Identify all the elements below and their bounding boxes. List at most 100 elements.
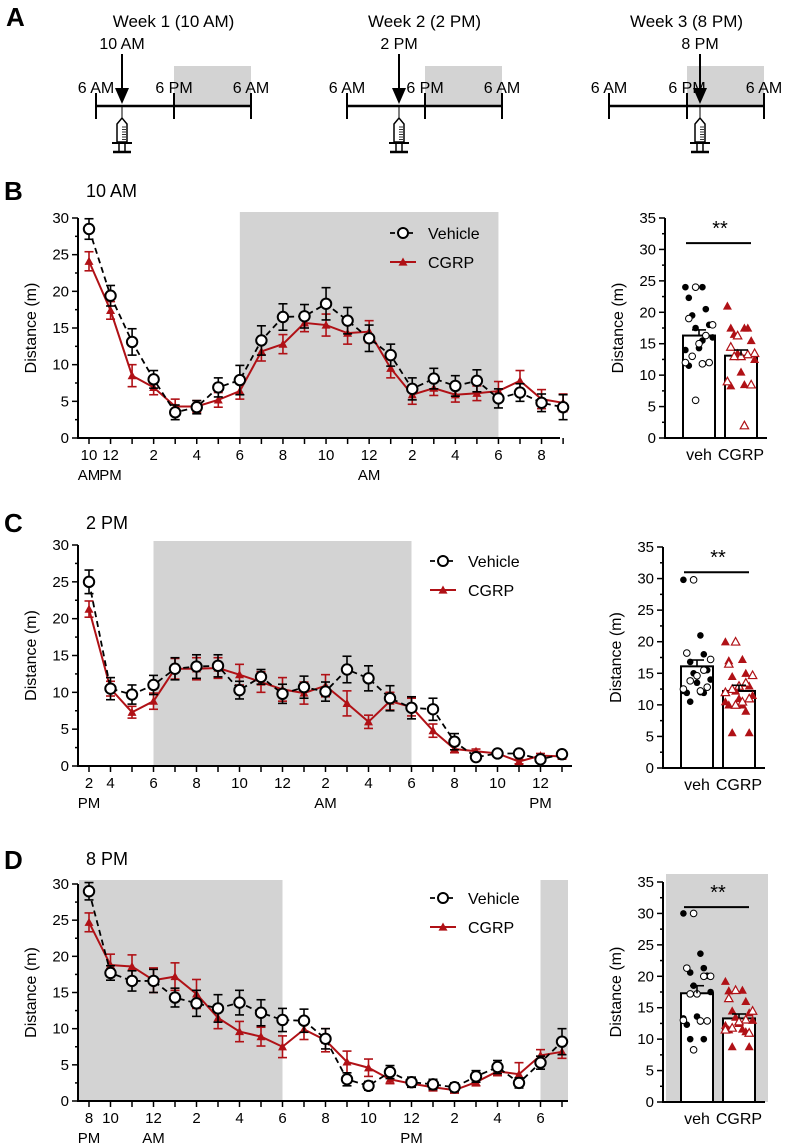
data-point-cgrp (514, 1069, 524, 1078)
data-point-vehicle (298, 310, 311, 323)
timeline-title: Week 1 (10 AM) (113, 12, 235, 31)
injection-arrowhead-icon (392, 88, 406, 104)
data-point-vehicle (448, 735, 461, 748)
timeline-tick-label: 6 AM (78, 80, 114, 97)
bar-veh (680, 992, 714, 1103)
data-point-filled (680, 576, 687, 584)
x-tick-label: 4 (451, 447, 459, 464)
y-tick-label: 25 (637, 937, 654, 954)
data-point-cgrp (84, 256, 94, 265)
x-tick-label: 6 (407, 775, 415, 792)
y-tick-label: 20 (52, 283, 69, 300)
data-point-vehicle (168, 662, 182, 675)
x-tick-sublabel: PM (529, 795, 552, 812)
x-tick-label: 8 (450, 775, 458, 792)
legend-cgrp-label: CGRP (468, 920, 514, 937)
panel-label-b: B (4, 176, 23, 206)
y-tick-label: 30 (52, 210, 69, 227)
data-point-open (691, 283, 700, 291)
data-point-cgrp (364, 1063, 373, 1072)
x-tick-label: 12 (532, 775, 549, 792)
y-tick-label: 25 (52, 247, 69, 264)
x-tick-sublabel: AM (358, 467, 381, 484)
panel-d-title: 8 PM (86, 849, 129, 869)
data-point-open (720, 686, 731, 697)
syringe-barrel (694, 116, 706, 143)
data-point-vehicle (340, 1073, 354, 1086)
legend-cgrp-marker (398, 257, 408, 266)
data-point-filled (680, 910, 687, 917)
data-point-vehicle (534, 753, 547, 766)
y-tick-label: 30 (637, 571, 654, 588)
data-point-cgrp (235, 670, 244, 679)
y-tick-label: 25 (639, 273, 656, 290)
data-point-cgrp (515, 376, 525, 385)
data-point-filled (682, 346, 689, 354)
x-tick-label: 12 (403, 1110, 420, 1127)
panel-label-d: D (4, 845, 23, 875)
data-point-open (747, 669, 758, 680)
data-point-vehicle (233, 996, 246, 1009)
data-point-open (730, 699, 741, 709)
data-point-open (695, 339, 703, 348)
data-point-vehicle (190, 660, 203, 673)
data-point-vehicle (469, 750, 483, 764)
x-tick-label: 10 (81, 447, 98, 464)
data-point-filled (737, 985, 747, 994)
data-point-vehicle (255, 334, 268, 347)
y-tick-label: 25 (52, 574, 69, 591)
x-tick-label: 4 (106, 775, 114, 792)
data-point-open (728, 350, 740, 361)
data-point-open (689, 909, 698, 918)
panel-c-title: 2 PM (86, 513, 129, 533)
x-tick-label: 4 (193, 447, 201, 464)
data-point-filled (686, 698, 694, 705)
data-point-cgrp (127, 371, 137, 380)
x-tick-label: 8 (85, 1110, 93, 1127)
x-tick-sublabel: AM (142, 1130, 165, 1147)
x-tick-label: 12 (145, 1110, 162, 1127)
data-point-vehicle (276, 687, 289, 701)
syringe-icon (389, 106, 409, 154)
legend-vehicle-marker (437, 555, 449, 567)
data-point-filled (724, 700, 734, 709)
data-point-vehicle (297, 680, 311, 694)
data-point-cgrp (149, 696, 158, 705)
data-point-vehicle (233, 373, 247, 387)
data-point-filled (697, 632, 704, 639)
y-tick-label: 15 (52, 985, 69, 1002)
bar-veh (682, 334, 716, 439)
data-point-vehicle (513, 386, 527, 399)
x-tick-label: 12 (274, 775, 291, 792)
data-point-filled (748, 1015, 758, 1024)
data-point-vehicle (340, 663, 354, 676)
data-point-cgrp (428, 726, 438, 735)
data-point-filled (720, 637, 730, 646)
data-point-open (706, 655, 715, 664)
timeline-title: Week 3 (8 PM) (630, 12, 743, 31)
data-point-vehicle (405, 1075, 418, 1089)
data-point-vehicle (405, 701, 418, 715)
significance-label: ** (710, 547, 726, 569)
y-tick-label: 35 (637, 539, 654, 556)
data-point-filled (727, 1042, 737, 1051)
x-tick-label: 2 (321, 775, 329, 792)
data-point-vehicle (491, 747, 504, 760)
data-point-cgrp (278, 1042, 287, 1051)
x-tick-label: 6 (236, 447, 244, 464)
injection-arrowhead-icon (115, 88, 129, 104)
data-point-vehicle (556, 401, 570, 414)
data-point-filled (727, 728, 737, 737)
legend-cgrp-marker (438, 585, 448, 594)
data-point-vehicle (512, 747, 526, 760)
data-point-vehicle (276, 310, 290, 324)
data-point-open (696, 687, 705, 695)
x-tick-label: 4 (493, 1110, 501, 1127)
data-point-filled (699, 283, 706, 291)
y-tick-label: 15 (637, 665, 654, 682)
data-point-vehicle (448, 1081, 461, 1094)
data-point-open (679, 1016, 688, 1025)
y-tick-label: 20 (52, 948, 69, 965)
data-point-vehicle (233, 683, 246, 697)
data-point-filled (736, 367, 746, 376)
